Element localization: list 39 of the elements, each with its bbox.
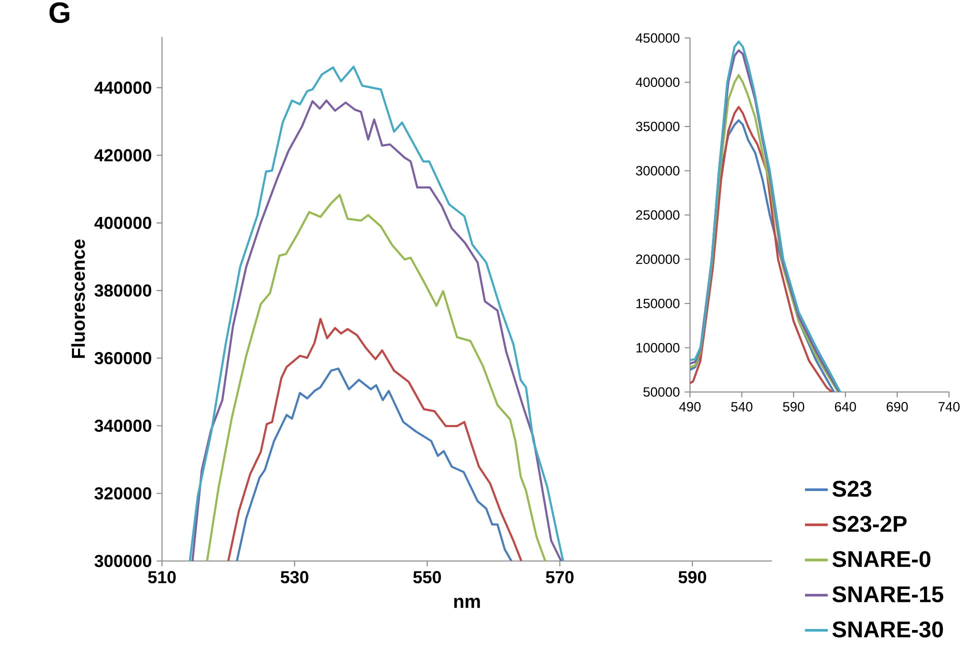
y-tick-label: 300000 [94, 554, 152, 568]
y-tick-label: 450000 [636, 33, 680, 43]
line-series [236, 368, 512, 561]
x-tick-label: 740 [938, 402, 960, 412]
y-tick-label: 420000 [94, 149, 152, 162]
x-tick-label: 570 [546, 571, 574, 584]
x-tick-label: 530 [280, 571, 308, 584]
text: G [49, 2, 70, 24]
x-tick-label: 510 [148, 571, 176, 584]
y-tick-label: 400000 [94, 216, 152, 230]
x-tick-label: 540 [731, 402, 752, 412]
y-tick-label: 350000 [636, 122, 680, 132]
y-axis-title: Fluorescence [71, 239, 85, 358]
y-tick-label: 320000 [94, 487, 152, 500]
y-tick-label: 50000 [643, 387, 680, 397]
y-tick-label: 300000 [636, 166, 680, 176]
line-series [227, 318, 522, 561]
x-tick-label: 690 [886, 402, 908, 412]
y-tick-label: 150000 [636, 298, 680, 308]
y-tick-label: 100000 [636, 343, 680, 352]
x-tick-label: 590 [678, 571, 706, 584]
y-tick-label: 250000 [636, 210, 680, 220]
x-tick-label: 490 [679, 402, 701, 412]
line-series [206, 194, 546, 561]
y-tick-label: 440000 [94, 82, 152, 94]
x-tick-label: 590 [783, 402, 804, 412]
x-tick-label: 640 [834, 402, 856, 412]
legend-label: SNARE-30 [832, 621, 943, 638]
y-tick-label: 360000 [94, 352, 152, 364]
y-tick-label: 200000 [636, 254, 680, 264]
legend-label: SNARE-15 [832, 586, 944, 602]
y-tick-label: 380000 [94, 284, 152, 297]
x-tick-label: 550 [413, 571, 441, 584]
y-tick-label: 340000 [94, 420, 152, 432]
x-axis-title: nm [454, 598, 480, 608]
legend-label: S23-2P [832, 516, 907, 532]
legend-label: SNARE-0 [832, 551, 930, 568]
y-tick-label: 400000 [636, 78, 680, 87]
legend-label: S23 [832, 480, 872, 497]
